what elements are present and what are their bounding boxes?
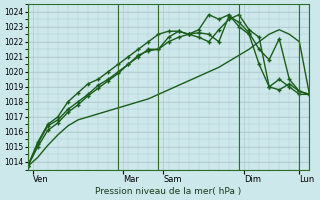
X-axis label: Pression niveau de la mer( hPa ): Pression niveau de la mer( hPa ) [95, 187, 242, 196]
